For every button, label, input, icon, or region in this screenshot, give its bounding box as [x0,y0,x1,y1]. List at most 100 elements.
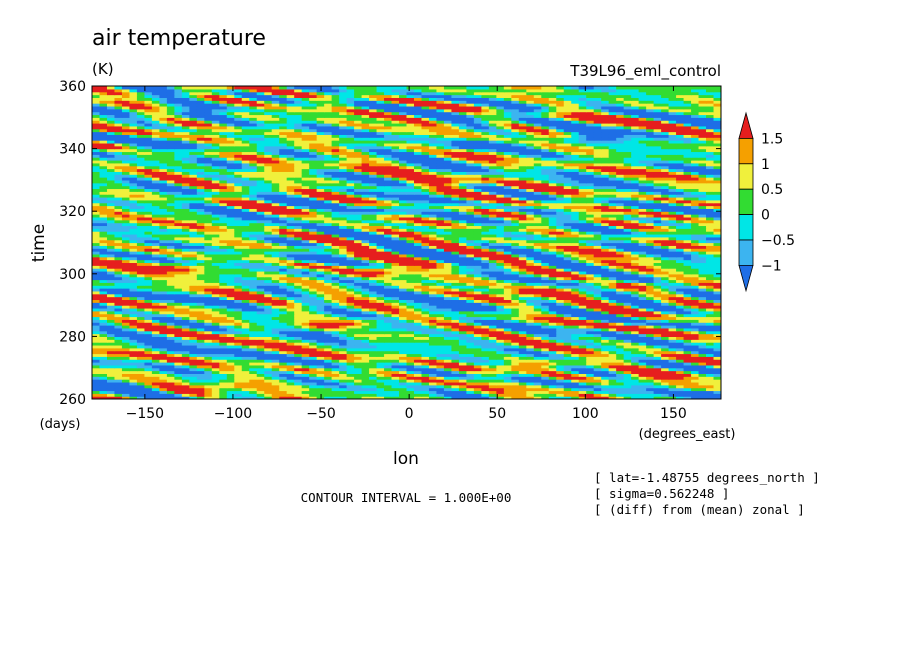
heatmap-cell [623,256,632,261]
heatmap-cell [556,322,565,326]
heatmap-cell [391,387,400,392]
heatmap-cell [548,342,557,346]
heatmap-cell [354,396,363,399]
heatmap-cell [683,276,692,281]
heatmap-cell [339,253,348,258]
heatmap-cell [324,310,333,315]
heatmap-cell [683,333,692,337]
heatmap-cell [631,233,640,238]
heatmap-cell [226,384,235,389]
heatmap-cell [331,236,340,241]
heatmap-cell [384,336,393,340]
heatmap-cell [316,273,325,278]
heatmap-cell [451,319,460,323]
heatmap-cell [406,299,415,303]
heatmap-cell [136,347,146,352]
heatmap-cell [706,259,715,264]
heatmap-cell [92,344,101,349]
heatmap-cell [691,262,700,266]
heatmap-cell [706,322,715,326]
heatmap-cell [174,356,183,360]
heatmap-cell [106,290,116,295]
heatmap-cell [196,359,205,363]
heatmap-cell [211,350,220,355]
heatmap-cell [226,228,235,232]
heatmap-cell [563,379,572,383]
heatmap-cell [241,376,250,380]
heatmap-cell [556,379,565,383]
heatmap-cell [413,356,423,360]
heatmap-cell [159,279,168,283]
heatmap-cell [518,265,527,269]
heatmap-cell [526,276,535,281]
heatmap-cell [593,307,602,312]
heatmap-cell [234,239,243,244]
heatmap-cell [518,253,527,258]
heatmap-cell [473,262,482,266]
heatmap-cell [324,347,333,352]
heatmap-cell [623,282,632,286]
heatmap-cell [533,319,542,323]
heatmap-cell [631,379,640,383]
heatmap-cell [196,379,205,383]
heatmap-cell [204,393,213,397]
heatmap-cell [661,333,670,337]
heatmap-cell [518,344,527,349]
heatmap-cell [376,293,385,298]
heatmap-cell [226,251,235,255]
heatmap-cell [571,359,580,363]
heatmap-cell [556,333,565,337]
heatmap-cell [563,367,572,372]
heatmap-cell [136,350,146,355]
heatmap-cell [586,279,595,283]
heatmap-cell [623,370,632,374]
heatmap-cell [593,359,602,363]
heatmap-cell [496,313,505,318]
heatmap-cell [601,379,610,383]
heatmap-cell [586,268,595,272]
heatmap-cell [241,270,250,275]
heatmap-cell [346,359,355,363]
heatmap-cell [211,299,220,303]
heatmap-cell [541,319,550,323]
heatmap-cell [234,313,243,318]
heatmap-cell [354,231,363,235]
heatmap-cell [496,288,505,292]
heatmap-cell [234,259,243,264]
heatmap-cell [676,245,685,249]
heatmap-cell [256,293,265,298]
heatmap-cell [196,305,205,309]
heatmap-cell [144,310,153,315]
heatmap-cell [114,384,123,389]
heatmap-cell [526,390,535,394]
heatmap-cell [443,248,453,252]
heatmap-cell [616,364,625,369]
heatmap-cell [324,364,333,369]
heatmap-cell [174,242,183,246]
heatmap-cell [92,293,101,298]
heatmap-cell [451,379,460,383]
heatmap-cell [399,279,408,283]
heatmap-cell [713,296,721,301]
heatmap-cell [683,288,692,292]
heatmap-cell [391,342,400,346]
heatmap-cell [578,273,587,278]
heatmap-cell [556,316,565,320]
heatmap-cell [226,288,235,292]
heatmap-cell [571,302,580,306]
heatmap-cell [421,387,430,392]
heatmap-cell [706,273,715,278]
heatmap-cell [331,282,340,286]
heatmap-cell [354,350,363,355]
heatmap-cell [331,313,340,318]
heatmap-cell [518,282,527,286]
heatmap-cell [503,288,512,292]
heatmap-cell [428,293,438,298]
heatmap-cell [698,319,707,323]
heatmap-cell [324,339,333,343]
heatmap-cell [706,327,715,332]
heatmap-cell [496,265,505,269]
heatmap-cell [698,288,707,292]
heatmap-cell [241,256,250,261]
heatmap-cell [151,253,160,258]
